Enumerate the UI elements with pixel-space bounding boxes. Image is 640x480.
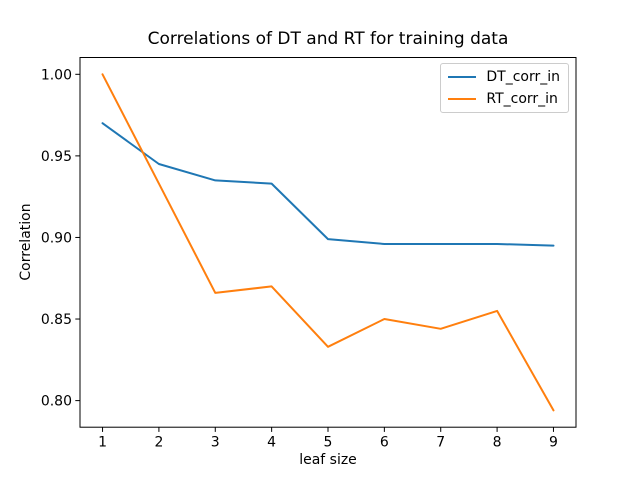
chart-title: Correlations of DT and RT for training d… bbox=[147, 29, 509, 49]
x-tick-label-1: 1 bbox=[98, 435, 107, 451]
rt-line-swatch bbox=[448, 98, 477, 100]
y-axis-label: Correlation bbox=[18, 203, 34, 281]
y-tick-label-0.90: 0.90 bbox=[41, 230, 72, 246]
x-tick-label-8: 8 bbox=[493, 435, 502, 451]
x-tick-label-9: 9 bbox=[549, 435, 558, 451]
legend: DT_corr_in RT_corr_in bbox=[440, 63, 569, 113]
legend-entry-rt: RT_corr_in bbox=[448, 91, 560, 107]
x-tick-label-4: 4 bbox=[267, 435, 276, 451]
x-tick-label-3: 3 bbox=[211, 435, 220, 451]
x-tick-label-2: 2 bbox=[154, 435, 163, 451]
y-tick-label-0.95: 0.95 bbox=[41, 149, 72, 165]
x-axis-label: leaf size bbox=[299, 452, 357, 468]
x-tick-label-7: 7 bbox=[436, 435, 445, 451]
series-line-RT_corr_in bbox=[101, 73, 555, 412]
x-tick-label-5: 5 bbox=[324, 435, 333, 451]
y-tick-label-0.80: 0.80 bbox=[41, 394, 72, 410]
y-tick-label-0.85: 0.85 bbox=[41, 312, 72, 328]
legend-label-dt: DT_corr_in bbox=[486, 69, 560, 85]
series-line-DT_corr_in bbox=[101, 122, 555, 247]
legend-label-rt: RT_corr_in bbox=[486, 91, 558, 107]
dt-line-swatch bbox=[448, 76, 477, 78]
y-tick-label-1.00: 1.00 bbox=[41, 67, 72, 83]
x-tick-label-6: 6 bbox=[380, 435, 389, 451]
legend-entry-dt: DT_corr_in bbox=[448, 69, 560, 85]
